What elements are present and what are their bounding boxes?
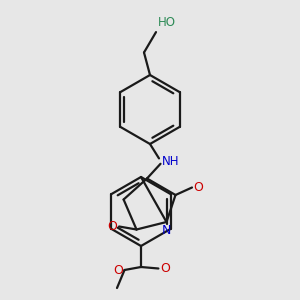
Text: O: O bbox=[113, 263, 123, 277]
Text: NH: NH bbox=[162, 155, 179, 168]
Text: HO: HO bbox=[158, 16, 175, 28]
Text: O: O bbox=[160, 262, 170, 275]
Text: O: O bbox=[108, 220, 118, 233]
Text: N: N bbox=[162, 224, 171, 236]
Text: O: O bbox=[194, 181, 203, 194]
